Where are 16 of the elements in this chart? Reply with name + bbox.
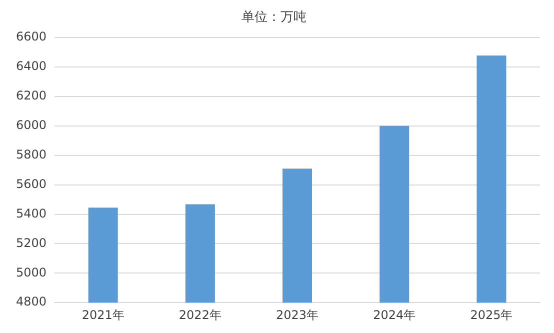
y-tick-label: 5000 <box>16 265 47 280</box>
x-tick-label: 2021年 <box>82 308 124 322</box>
y-tick-label: 5400 <box>16 206 47 220</box>
y-tick-label: 5200 <box>16 236 47 250</box>
x-tick-label: 2024年 <box>373 308 416 322</box>
x-tick-label: 2025年 <box>470 308 513 322</box>
y-tick-label: 4800 <box>16 294 47 309</box>
y-tick-label: 6200 <box>16 88 47 103</box>
y-tick-label: 6400 <box>16 59 47 74</box>
x-tick-label: 2022年 <box>178 308 222 322</box>
chart-title: 单位：万吨 <box>242 10 306 26</box>
y-tick-label: 6600 <box>16 30 47 44</box>
y-tick-label: 5800 <box>16 148 47 162</box>
x-tick-label: 2023年 <box>276 308 319 322</box>
y-tick-label: 5600 <box>16 176 47 191</box>
y-tick-label: 6000 <box>16 118 47 132</box>
